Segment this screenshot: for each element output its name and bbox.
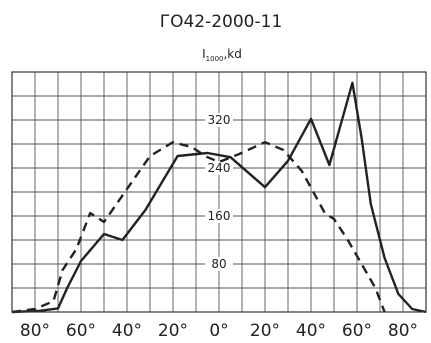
y-tick-label-background: [205, 113, 233, 127]
series-lines: [11, 81, 427, 314]
y-axis-label-unit: ,kd: [223, 47, 241, 61]
x-tick-label: 60°: [342, 321, 372, 341]
y-tick-label: 240: [208, 161, 231, 175]
y-tick-label: 80: [211, 257, 226, 271]
y-axis-label-sub: 1000: [206, 55, 224, 63]
y-tick-label-background: [205, 161, 233, 175]
x-tick-label: 80°: [388, 321, 418, 341]
x-tick-label: 40°: [112, 321, 142, 341]
y-tick-label: 160: [208, 209, 231, 223]
x-tick-label: 20°: [158, 321, 188, 341]
y-axis-label-main: I: [202, 47, 206, 61]
y-tick-labels: 80 160 240 320: [205, 113, 233, 271]
x-tick-label: 40°: [296, 321, 326, 341]
x-tick-label: 0°: [209, 321, 228, 341]
plot-frame: [11, 71, 427, 313]
x-tick-labels: 80° 60° 40° 20° 0° 20° 40° 60° 80°: [20, 321, 418, 341]
dashed-series-line: [11, 141, 386, 314]
x-tick-label: 20°: [250, 321, 280, 341]
y-tick-label-background: [205, 209, 233, 223]
y-tick-label-background: [205, 257, 233, 271]
solid-series-line: [11, 81, 427, 314]
y-tick-label: 320: [208, 113, 231, 127]
y-axis-label: I1000,kd: [202, 47, 242, 63]
x-tick-label: 60°: [66, 321, 96, 341]
chart-title: ГО42-2000-11: [160, 12, 283, 32]
x-tick-label: 80°: [20, 321, 50, 341]
